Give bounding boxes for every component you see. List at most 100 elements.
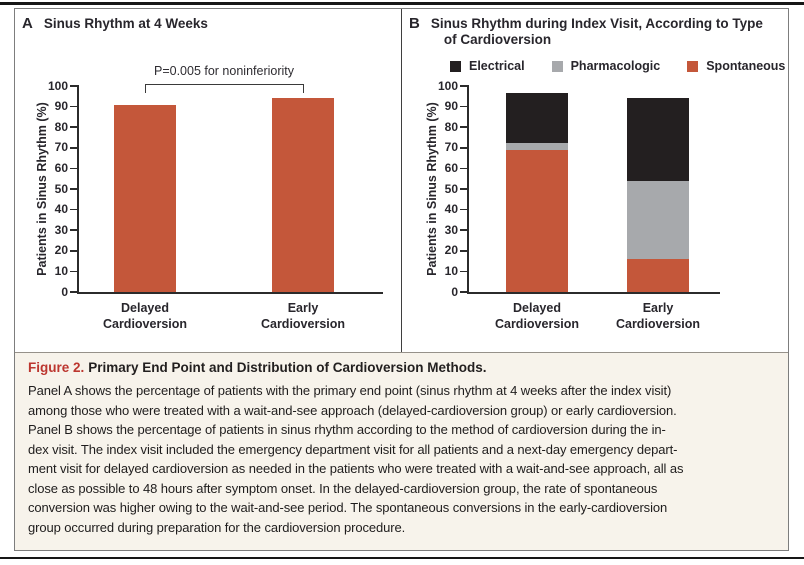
legend-label: Spontaneous	[706, 59, 786, 73]
legend: Electrical Pharmacologic Spontaneous	[450, 59, 785, 73]
y-tick	[70, 250, 77, 252]
category-label: Early Cardioversion	[615, 301, 701, 331]
y-tick	[460, 167, 467, 170]
y-tick	[70, 167, 77, 170]
panels-row: A Sinus Rhythm at 4 Weeks 0 10 20 30 40 50 60 7…	[15, 9, 788, 352]
caption-line: close as possible to 48 hours after symp…	[28, 480, 658, 496]
caption: Figure 2. Primary End Point and Distribut…	[15, 352, 788, 550]
bar-segment-pharmacologic	[627, 180, 689, 260]
figure-box: A Sinus Rhythm at 4 Weeks 0 10 20 30 40 50 60 7…	[14, 8, 789, 551]
bar-segment-electrical	[506, 93, 568, 143]
y-tick	[460, 291, 467, 293]
caption-line: Panel B shows the percentage of patients…	[28, 422, 666, 437]
y-tick-label: 80	[444, 119, 458, 134]
panel-b-title-line1: Sinus Rhythm during Index Visit, Accordi…	[430, 16, 763, 31]
panel-b-title-text: Sinus Rhythm during Index Visit, Accordi…	[431, 16, 763, 48]
top-rule	[0, 2, 804, 5]
y-tick-label: 50	[54, 181, 68, 196]
y-tick-label: 60	[54, 160, 68, 175]
category-label: Delayed Cardioversion	[494, 301, 580, 331]
panel-b-title-line2: of Cardioversion	[443, 32, 552, 47]
category-label: Delayed Cardioversion	[102, 301, 188, 331]
y-tick	[460, 105, 467, 108]
y-tick-label: 100	[437, 78, 458, 93]
panel-b-chart: 0 10 20 30 40 50 60 70 80 90 100 Delayed Cardioversi…	[402, 9, 788, 352]
legend-label: Electrical	[469, 59, 525, 73]
y-axis	[467, 85, 469, 293]
caption-line: among those who were treated with a wait…	[28, 402, 677, 418]
bar-segment-spontaneous	[627, 259, 689, 292]
panel-a-title: A Sinus Rhythm at 4 Weeks	[22, 15, 208, 32]
panel-b-letter: B	[409, 15, 420, 32]
y-tick	[460, 147, 467, 149]
bracket-tick	[303, 84, 305, 93]
caption-line: Panel A shows the percentage of patients…	[28, 383, 672, 398]
y-axis	[77, 85, 79, 293]
y-tick	[70, 147, 77, 149]
bar-segment-electrical	[627, 98, 689, 181]
caption-heading: Figure 2. Primary End Point and Distribut…	[28, 360, 775, 375]
legend-swatch-icon	[450, 60, 461, 72]
y-tick-label: 0	[61, 284, 68, 299]
y-tick	[460, 229, 467, 231]
legend-swatch-icon	[687, 60, 699, 72]
y-tick-label: 30	[54, 222, 68, 237]
panel-a: A Sinus Rhythm at 4 Weeks 0 10 20 30 40 50 60 7…	[15, 9, 401, 352]
y-tick	[70, 85, 77, 87]
caption-line: group occurred during preparation for th…	[28, 519, 406, 535]
y-tick-label: 70	[444, 140, 458, 155]
y-tick-label: 10	[444, 263, 458, 278]
y-axis-label: Patients in Sinus Rhythm (%)	[425, 102, 439, 276]
bracket-tick	[145, 84, 147, 93]
y-tick-label: 80	[54, 119, 68, 134]
y-axis-label: Patients in Sinus Rhythm (%)	[35, 102, 49, 276]
legend-swatch-icon	[551, 60, 563, 72]
y-tick-label: 70	[54, 140, 68, 155]
y-tick-label: 50	[444, 181, 458, 196]
y-tick	[70, 270, 77, 273]
y-tick	[70, 188, 77, 190]
y-tick-label: 40	[54, 202, 68, 217]
bar-segment-pharmacologic	[506, 142, 568, 150]
panel-b: B Sinus Rhythm during Index Visit, Accor…	[402, 9, 788, 352]
bar-segment-spontaneous	[506, 149, 568, 292]
caption-title: Primary End Point and Distribution of Ca…	[88, 360, 487, 375]
y-tick	[460, 208, 467, 211]
legend-item-electrical: Electrical	[450, 59, 525, 73]
y-tick-label: 20	[54, 243, 68, 258]
y-tick-label: 90	[444, 99, 458, 114]
x-axis	[77, 292, 383, 294]
category-label: Early Cardioversion	[260, 301, 346, 331]
y-tick	[70, 229, 77, 231]
y-tick	[70, 208, 77, 211]
y-tick-label: 0	[451, 284, 458, 299]
y-tick	[460, 126, 467, 128]
panel-divider	[401, 9, 402, 352]
y-tick-label: 60	[444, 160, 458, 175]
y-tick	[460, 85, 467, 87]
bracket-horizontal	[145, 84, 304, 86]
y-tick-label: 40	[444, 202, 458, 217]
panel-a-title-text: Sinus Rhythm at 4 Weeks	[43, 16, 208, 31]
y-tick	[460, 270, 467, 273]
caption-line: conversion was higher owing to the wait-…	[28, 500, 668, 515]
p-value-annotation: P=0.005 for noninferiority	[153, 64, 294, 78]
caption-body: Panel A shows the percentage of patients…	[28, 381, 775, 537]
y-tick-label: 90	[54, 99, 68, 114]
panel-a-letter: A	[22, 15, 33, 32]
y-tick	[70, 291, 77, 293]
y-tick	[70, 105, 77, 108]
caption-line: ment visit for delayed cardioversion as …	[28, 461, 684, 476]
x-axis	[467, 292, 720, 294]
y-tick-label: 100	[47, 78, 68, 93]
caption-line: dex visit. The index visit included the …	[28, 441, 678, 457]
y-tick	[70, 126, 77, 128]
bar-early	[272, 98, 334, 292]
y-tick-label: 30	[444, 222, 458, 237]
y-tick	[460, 250, 467, 252]
bottom-rule	[0, 557, 804, 559]
y-tick	[460, 188, 467, 190]
panel-a-chart: 0 10 20 30 40 50 60 70 80 90 100 Delayed Cardioversi…	[15, 9, 401, 352]
legend-item-spontaneous: Spontaneous	[687, 59, 785, 73]
